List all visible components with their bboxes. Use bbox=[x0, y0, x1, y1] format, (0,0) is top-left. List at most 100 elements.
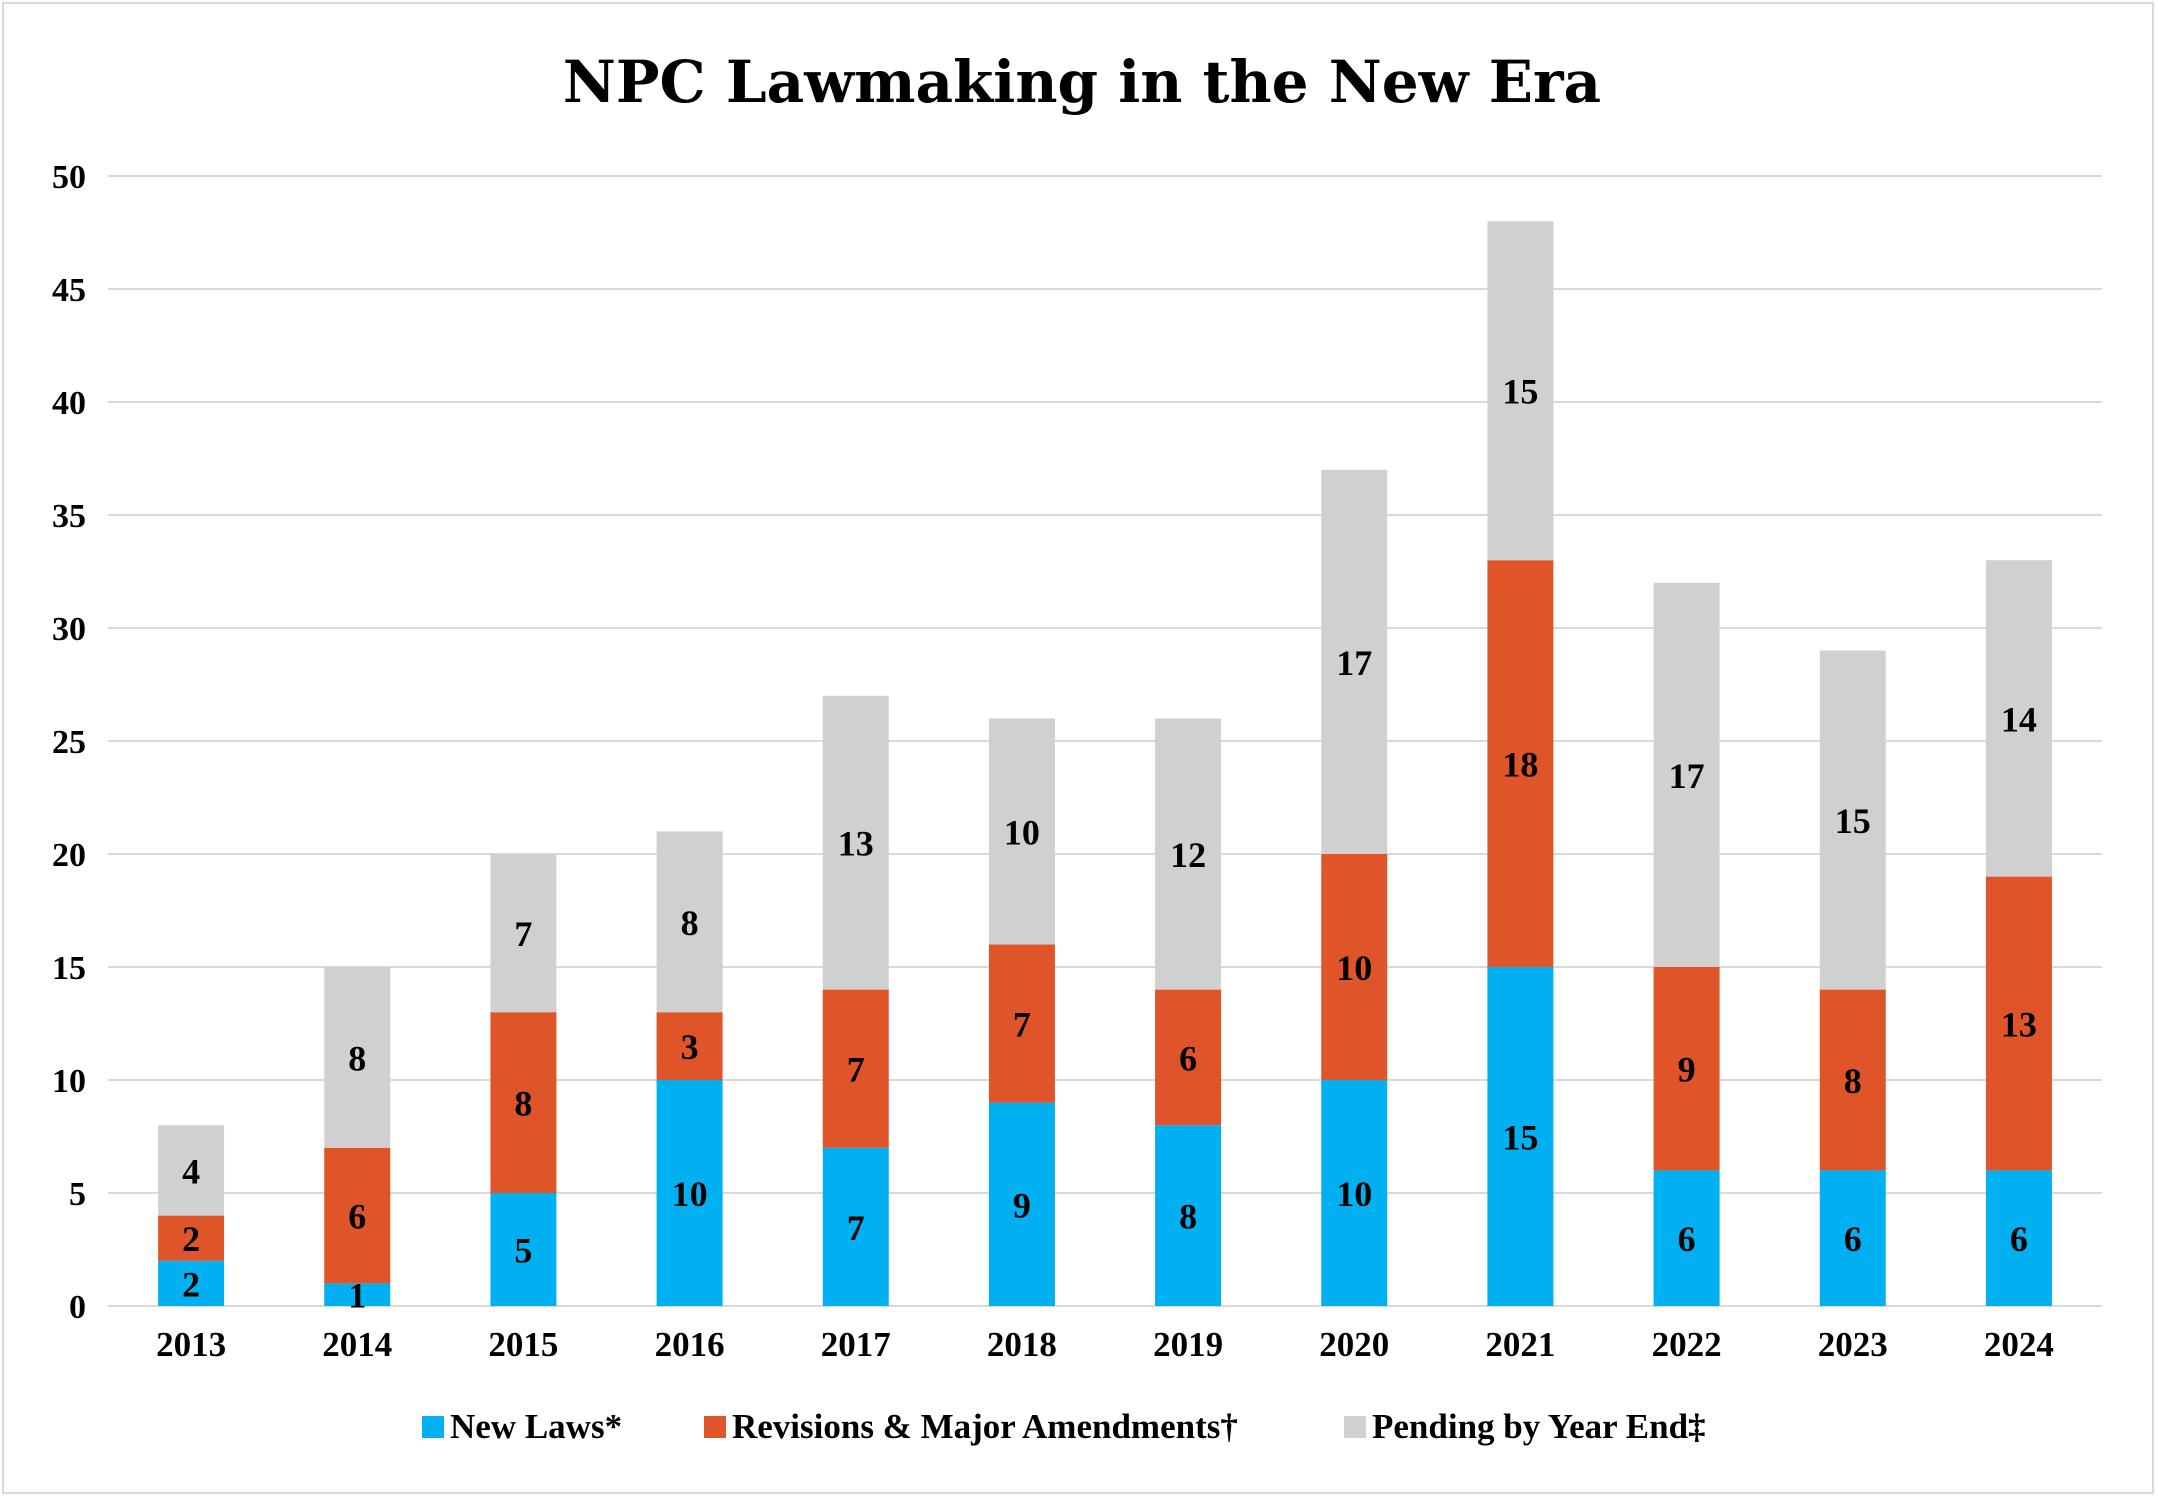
x-tick-label: 2024 bbox=[1984, 1325, 2054, 1364]
data-label: 5 bbox=[514, 1231, 532, 1271]
data-label: 6 bbox=[1678, 1219, 1696, 1259]
y-tick-label: 50 bbox=[52, 159, 86, 196]
data-label: 15 bbox=[1835, 801, 1871, 841]
data-label: 7 bbox=[847, 1208, 865, 1248]
bar-segment bbox=[1653, 582, 1720, 967]
data-label: 6 bbox=[348, 1197, 366, 1237]
x-tick-label: 2013 bbox=[156, 1325, 226, 1364]
legend-label: New Laws* bbox=[450, 1407, 622, 1446]
bars bbox=[158, 221, 2052, 1306]
data-label: 9 bbox=[1678, 1050, 1696, 1090]
data-label: 6 bbox=[1844, 1219, 1862, 1259]
data-label: 10 bbox=[1336, 948, 1372, 988]
stacked-bar-chart: NPC Lawmaking in the New Era 05101520253… bbox=[52, 48, 2102, 1446]
bar-segment bbox=[1487, 967, 1554, 1306]
x-tick-label: 2014 bbox=[322, 1325, 392, 1364]
y-tick-label: 30 bbox=[52, 611, 86, 648]
legend-item: New Laws* bbox=[422, 1407, 622, 1446]
bar-segment bbox=[490, 1193, 557, 1306]
data-label: 3 bbox=[681, 1027, 699, 1067]
bar-segment bbox=[1653, 967, 1720, 1171]
data-label: 2 bbox=[182, 1264, 200, 1304]
x-tick-label: 2020 bbox=[1319, 1325, 1389, 1364]
bar-segment bbox=[988, 1102, 1055, 1306]
data-label: 10 bbox=[672, 1174, 708, 1214]
data-label: 8 bbox=[348, 1038, 366, 1078]
bar-segment bbox=[490, 854, 557, 1013]
bar-segment bbox=[822, 989, 889, 1148]
data-label: 1 bbox=[348, 1276, 366, 1316]
y-tick-label: 45 bbox=[52, 272, 86, 309]
y-tick-label: 25 bbox=[52, 724, 86, 761]
data-label: 10 bbox=[1004, 812, 1040, 852]
y-tick-label: 35 bbox=[52, 498, 86, 535]
x-tick-label: 2018 bbox=[987, 1325, 1057, 1364]
x-tick-label: 2016 bbox=[655, 1325, 725, 1364]
bar-segment bbox=[324, 967, 391, 1148]
data-label: 15 bbox=[1502, 1118, 1538, 1158]
data-label: 8 bbox=[1844, 1061, 1862, 1101]
y-tick-label: 15 bbox=[52, 950, 86, 987]
x-axis-tick-labels: 2013 2014 2015 2016 2017 2018 2019 2020 2021 2022… bbox=[156, 1325, 2054, 1364]
data-label: 8 bbox=[1179, 1197, 1197, 1237]
bar-segment bbox=[1155, 718, 1222, 990]
bar-segment bbox=[1155, 989, 1222, 1126]
data-label: 7 bbox=[1013, 1005, 1031, 1045]
data-label: 17 bbox=[1336, 643, 1372, 683]
data-label: 6 bbox=[1179, 1038, 1197, 1078]
bar-segment bbox=[1819, 650, 1886, 990]
y-axis-tick-labels: 0 5 10 15 20 25 30 35 40 45 50 bbox=[52, 159, 86, 1326]
data-label: 8 bbox=[681, 903, 699, 943]
bar-segment bbox=[1321, 854, 1388, 1080]
data-label: 8 bbox=[514, 1084, 532, 1124]
bar-segment bbox=[822, 1147, 889, 1306]
x-tick-label: 2022 bbox=[1652, 1325, 1722, 1364]
x-tick-label: 2021 bbox=[1485, 1325, 1555, 1364]
bar-segment bbox=[1321, 1080, 1388, 1306]
bar-segment bbox=[1985, 876, 2052, 1171]
x-tick-label: 2023 bbox=[1818, 1325, 1888, 1364]
bar-segment bbox=[1819, 989, 1886, 1171]
gridlines bbox=[108, 175, 2102, 1307]
bar-segment bbox=[1321, 469, 1388, 854]
bar-segment bbox=[324, 1147, 391, 1284]
bar-segment bbox=[1487, 221, 1554, 561]
bar-segment bbox=[988, 718, 1055, 945]
legend-label: Revisions & Major Amendments† bbox=[732, 1407, 1238, 1446]
data-label: 4 bbox=[182, 1151, 200, 1191]
bar-segment bbox=[988, 944, 1055, 1103]
legend-item: Pending by Year End‡ bbox=[1344, 1407, 1706, 1446]
data-label: 17 bbox=[1669, 756, 1705, 796]
legend-item: Revisions & Major Amendments† bbox=[704, 1407, 1238, 1446]
y-tick-label: 5 bbox=[69, 1176, 86, 1213]
bar-segment bbox=[656, 1080, 723, 1306]
data-label: 14 bbox=[2001, 699, 2037, 739]
x-tick-label: 2015 bbox=[488, 1325, 558, 1364]
bar-segment bbox=[1155, 1125, 1222, 1306]
legend: New Laws* Revisions & Major Amendments† Pe… bbox=[422, 1407, 1706, 1446]
legend-label: Pending by Year End‡ bbox=[1372, 1407, 1706, 1446]
data-label: 7 bbox=[847, 1050, 865, 1090]
bar-segment bbox=[324, 1283, 391, 1306]
y-tick-label: 20 bbox=[52, 837, 86, 874]
bar-segment bbox=[822, 695, 889, 990]
bar-segment bbox=[490, 1012, 557, 1193]
data-label: 15 bbox=[1502, 372, 1538, 412]
bar-segment bbox=[1819, 1170, 1886, 1306]
data-label: 18 bbox=[1502, 745, 1538, 785]
bar-segment bbox=[158, 1260, 225, 1306]
data-label: 2 bbox=[182, 1219, 200, 1259]
data-label: 12 bbox=[1170, 835, 1206, 875]
legend-swatch bbox=[704, 1416, 726, 1438]
x-tick-label: 2019 bbox=[1153, 1325, 1223, 1364]
legend-swatch bbox=[1344, 1416, 1366, 1438]
bar-segment bbox=[1985, 560, 2052, 877]
chart-title: NPC Lawmaking in the New Era bbox=[563, 48, 1601, 116]
bar-segment bbox=[1487, 560, 1554, 967]
data-labels: 2 2 4 1 6 8 5 8 7 10 3 8 7 7 13 9 7 10 8 6 12 10 10 17 15 18 15 6 9 1… bbox=[182, 372, 2037, 1316]
data-label: 9 bbox=[1013, 1185, 1031, 1225]
bar-segment bbox=[656, 1012, 723, 1080]
bar-segment bbox=[1985, 1170, 2052, 1306]
bar-segment bbox=[158, 1125, 225, 1216]
